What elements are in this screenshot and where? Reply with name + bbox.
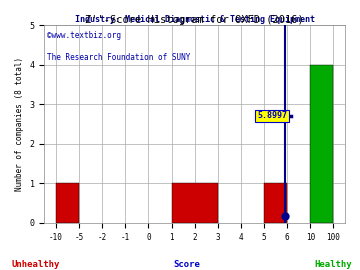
Y-axis label: Number of companies (8 total): Number of companies (8 total) xyxy=(15,57,24,191)
Bar xyxy=(56,183,79,223)
Text: Score: Score xyxy=(174,260,201,269)
Text: 5.8997: 5.8997 xyxy=(257,112,287,120)
Text: Unhealthy: Unhealthy xyxy=(12,260,60,269)
Bar xyxy=(264,183,287,223)
Bar xyxy=(171,183,218,223)
Bar xyxy=(310,65,333,223)
Text: Healthy: Healthy xyxy=(314,260,352,269)
Text: Industry: Medical Diagnostic & Testing Equipment: Industry: Medical Diagnostic & Testing E… xyxy=(75,15,315,24)
Title: Z''-Score Histogram for OXFD (2016): Z''-Score Histogram for OXFD (2016) xyxy=(85,15,304,25)
Text: The Research Foundation of SUNY: The Research Foundation of SUNY xyxy=(47,53,191,62)
Text: ©www.textbiz.org: ©www.textbiz.org xyxy=(47,31,121,40)
